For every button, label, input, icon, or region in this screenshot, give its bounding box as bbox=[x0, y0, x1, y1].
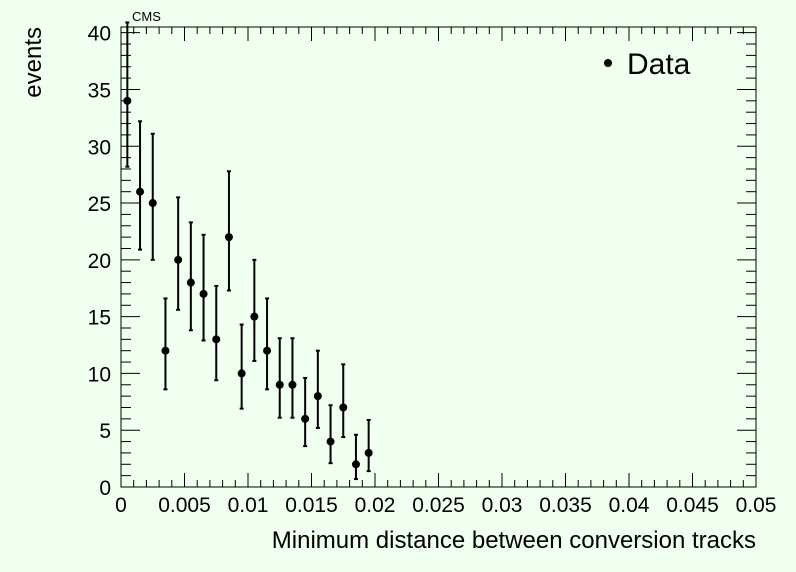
x-tick-label: 0.01 bbox=[228, 494, 269, 517]
data-marker bbox=[263, 346, 272, 355]
data-point bbox=[263, 297, 272, 391]
y-tick-label: 40 bbox=[88, 23, 111, 46]
data-marker bbox=[174, 255, 183, 264]
data-point bbox=[212, 284, 221, 382]
x-tick-label: 0.015 bbox=[285, 494, 338, 517]
y-tick-label: 10 bbox=[88, 363, 111, 386]
data-point bbox=[174, 196, 183, 311]
data-marker bbox=[224, 233, 233, 242]
data-point bbox=[136, 120, 145, 251]
data-marker bbox=[136, 187, 145, 196]
data-marker bbox=[186, 278, 195, 287]
x-tick-label: 0.045 bbox=[666, 494, 719, 517]
data-marker bbox=[313, 392, 322, 401]
data-point bbox=[326, 404, 335, 465]
y-tick-label: 0 bbox=[99, 477, 111, 500]
data-point bbox=[123, 21, 132, 168]
x-tick-label: 0.03 bbox=[482, 494, 523, 517]
data-marker bbox=[237, 369, 246, 378]
data-point bbox=[161, 297, 170, 391]
y-tick-label: 35 bbox=[88, 79, 111, 102]
data-point bbox=[199, 233, 208, 342]
data-point bbox=[148, 132, 157, 261]
data-point bbox=[313, 349, 322, 429]
x-axis-label: Minimum distance between conversion trac… bbox=[272, 527, 756, 554]
data-point bbox=[275, 337, 284, 419]
data-marker bbox=[212, 335, 221, 344]
data-marker bbox=[351, 460, 360, 469]
data-point bbox=[301, 376, 310, 448]
data-marker bbox=[326, 437, 335, 446]
y-tick-label: 5 bbox=[99, 420, 111, 443]
y-tick-label: 30 bbox=[88, 136, 111, 159]
y-tick-label: 25 bbox=[88, 193, 111, 216]
data-point bbox=[186, 221, 195, 332]
legend: Data bbox=[604, 48, 691, 81]
data-marker bbox=[161, 346, 170, 355]
legend-marker bbox=[604, 59, 612, 67]
data-marker bbox=[301, 414, 310, 423]
y-axis-label: events bbox=[20, 27, 47, 98]
data-point bbox=[250, 258, 259, 362]
data-point bbox=[364, 418, 373, 473]
x-tick-label: 0.025 bbox=[412, 494, 465, 517]
data-marker bbox=[339, 403, 348, 412]
data-point bbox=[237, 323, 246, 410]
chart-title: CMS bbox=[132, 9, 161, 24]
x-tick-label: 0 bbox=[115, 494, 127, 517]
data-marker bbox=[288, 380, 297, 389]
data-marker bbox=[364, 448, 373, 457]
legend-label: Data bbox=[627, 48, 691, 81]
x-tick-label: 0.02 bbox=[355, 494, 396, 517]
data-point bbox=[339, 363, 348, 439]
data-marker bbox=[275, 380, 284, 389]
x-tick-label: 0.035 bbox=[539, 494, 592, 517]
data-point bbox=[351, 433, 360, 481]
y-tick-label: 15 bbox=[88, 307, 111, 330]
x-tick-label: 0.05 bbox=[736, 494, 777, 517]
y-tick-label: 20 bbox=[88, 250, 111, 273]
data-marker bbox=[148, 199, 157, 208]
x-tick-label: 0.005 bbox=[158, 494, 211, 517]
plot-frame bbox=[120, 26, 757, 488]
data-marker bbox=[123, 96, 132, 105]
data-marker bbox=[199, 289, 208, 298]
data-point bbox=[224, 170, 233, 292]
x-tick-label: 0.04 bbox=[609, 494, 650, 517]
data-point bbox=[288, 337, 297, 419]
data-marker bbox=[250, 312, 259, 321]
